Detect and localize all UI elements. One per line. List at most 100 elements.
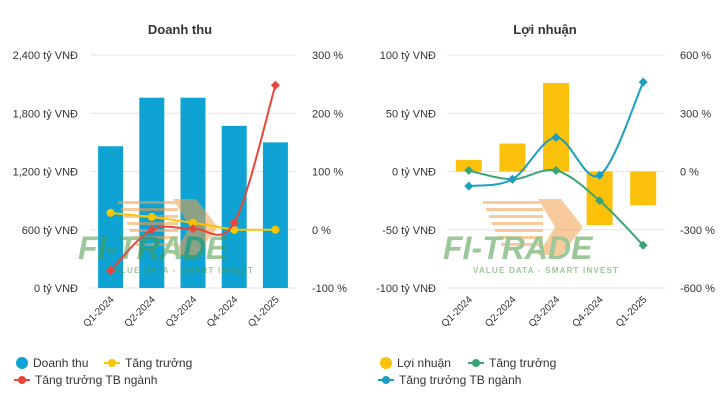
- right-axis-tick-label: -600 %: [680, 283, 715, 295]
- x-axis-tick-label: Q1-2025: [246, 294, 282, 330]
- watermark-stripe: [489, 215, 543, 218]
- bar: [98, 146, 124, 288]
- line-point: [595, 196, 605, 206]
- legend: Doanh thu Tăng trưởng Tăng trưởng TB ngành: [14, 356, 192, 387]
- line-point: [464, 181, 474, 191]
- line-point: [147, 225, 157, 235]
- left-axis-tick-label: 2,400 tỷ VNĐ: [13, 50, 78, 62]
- line-point: [147, 212, 156, 221]
- watermark-arrow-shape: [538, 199, 583, 255]
- legend-label: Tăng trưởng TB ngành: [35, 373, 157, 387]
- watermark-stripe: [498, 236, 543, 239]
- right-axis-tick-label: 200 %: [312, 108, 343, 120]
- right-axis-tick-label: -300 %: [680, 225, 715, 237]
- x-axis-tick-label: Q2-2024: [123, 294, 159, 330]
- x-axis-tick-label: Q1-2024: [81, 294, 117, 330]
- line-point: [106, 266, 116, 276]
- watermark-stripe: [501, 243, 543, 246]
- x-axis-tick-label: Q4-2024: [205, 294, 241, 330]
- x-axis-tick-label: Q3-2024: [164, 294, 200, 330]
- x-axis-tick-label: Q4-2024: [570, 294, 606, 330]
- line-point: [551, 133, 561, 143]
- right-axis-tick-label: -100 %: [312, 283, 347, 295]
- legend-item: Tăng trưởng TB ngành: [378, 373, 521, 387]
- legend-item: Tăng trưởng: [468, 356, 556, 370]
- line-point: [595, 170, 605, 180]
- series-line: [468, 81, 645, 188]
- right-axis-tick-label: 0 %: [312, 225, 331, 237]
- legend-symbol-marker: [472, 359, 480, 367]
- legend-item: Lợi nhuận: [380, 356, 451, 370]
- bar: [543, 82, 569, 172]
- left-axis-tick-label: 0 tỷ VNĐ: [392, 167, 436, 179]
- legend-label: Doanh thu: [33, 356, 88, 370]
- watermark-stripe: [136, 243, 178, 246]
- legend-label: Lợi nhuận: [397, 356, 451, 370]
- legend-symbol-marker: [108, 359, 116, 367]
- line-point: [188, 224, 198, 234]
- legend-symbol-circle: [16, 357, 28, 369]
- left-axis-tick-label: 0 tỷ VNĐ: [34, 283, 78, 295]
- bar: [221, 125, 247, 288]
- left-axis-tick-label: 1,800 tỷ VNĐ: [13, 108, 78, 120]
- line-point: [638, 77, 648, 87]
- watermark-brand: FI-TRADE: [443, 230, 594, 266]
- left-axis-tick-label: -100 tỷ VNĐ: [376, 283, 436, 295]
- chart-title: Lợi nhuận: [513, 22, 576, 37]
- line-point: [551, 166, 561, 176]
- right-axis-tick-label: 300 %: [680, 108, 711, 120]
- watermark-stripe: [486, 208, 543, 211]
- x-axis-tick-label: Q2-2024: [483, 294, 519, 330]
- legend-label: Tăng trưởng TB ngành: [399, 373, 521, 387]
- bar: [262, 142, 288, 288]
- chart-loi-nhuan: Lợi nhuận 100 tỷ VNĐ 600 % 50 tỷ VNĐ 300 % 0 …: [376, 22, 715, 387]
- line-point: [229, 218, 239, 228]
- left-axis-tick-label: -50 tỷ VNĐ: [382, 225, 436, 237]
- x-axis-tick-label: Q1-2025: [614, 294, 650, 330]
- legend-item: Tăng trưởng TB ngành: [14, 373, 157, 387]
- watermark-tagline: VALUE DATA - SMART INVEST: [108, 266, 254, 275]
- bar: [630, 171, 657, 206]
- line-point: [106, 208, 115, 217]
- watermark-brand: FI-TRADE: [78, 230, 229, 266]
- series-line: [109, 85, 277, 272]
- bar: [499, 143, 526, 172]
- watermark-stripe: [133, 236, 178, 239]
- legend-symbol-marker: [18, 376, 26, 384]
- line-point: [464, 166, 474, 176]
- left-axis-tick-label: 600 tỷ VNĐ: [22, 225, 78, 237]
- right-axis-tick-label: 100 %: [312, 167, 343, 179]
- line-point: [270, 80, 280, 90]
- left-axis-tick-label: 50 tỷ VNĐ: [386, 108, 436, 120]
- legend-label: Tăng trưởng: [125, 356, 192, 370]
- left-axis-tick-label: 100 tỷ VNĐ: [380, 50, 436, 62]
- x-axis-tick-label: Q3-2024: [527, 294, 563, 330]
- legend-label: Tăng trưởng: [489, 356, 556, 370]
- chart-doanh-thu: Doanh thu 2,400 tỷ VNĐ 300 % 1,800 tỷ VNĐ 20…: [13, 22, 347, 387]
- watermark-tagline: VALUE DATA - SMART INVEST: [473, 266, 619, 275]
- bar: [180, 97, 206, 288]
- legend: Lợi nhuận Tăng trưởng Tăng trưởng TB ngành: [378, 356, 556, 387]
- line-point: [638, 240, 648, 250]
- watermark-stripe: [495, 229, 543, 232]
- legend-symbol-marker: [382, 376, 390, 384]
- bar: [455, 159, 482, 172]
- legend-item: Doanh thu: [16, 356, 88, 370]
- watermark-stripe: [492, 222, 543, 225]
- line-point: [230, 225, 239, 234]
- chart-title: Doanh thu: [148, 22, 212, 37]
- line-point: [271, 225, 280, 234]
- line-point: [507, 174, 517, 184]
- watermark-stripe: [483, 201, 543, 204]
- line-point: [189, 218, 197, 227]
- right-axis-tick-label: 0 %: [680, 167, 699, 179]
- x-axis-tick-label: Q1-2024: [440, 294, 476, 330]
- bar: [139, 97, 165, 288]
- right-axis-tick-label: 300 %: [312, 50, 343, 62]
- left-axis-tick-label: 1,200 tỷ VNĐ: [13, 167, 78, 179]
- watermark-stripe: [121, 208, 178, 211]
